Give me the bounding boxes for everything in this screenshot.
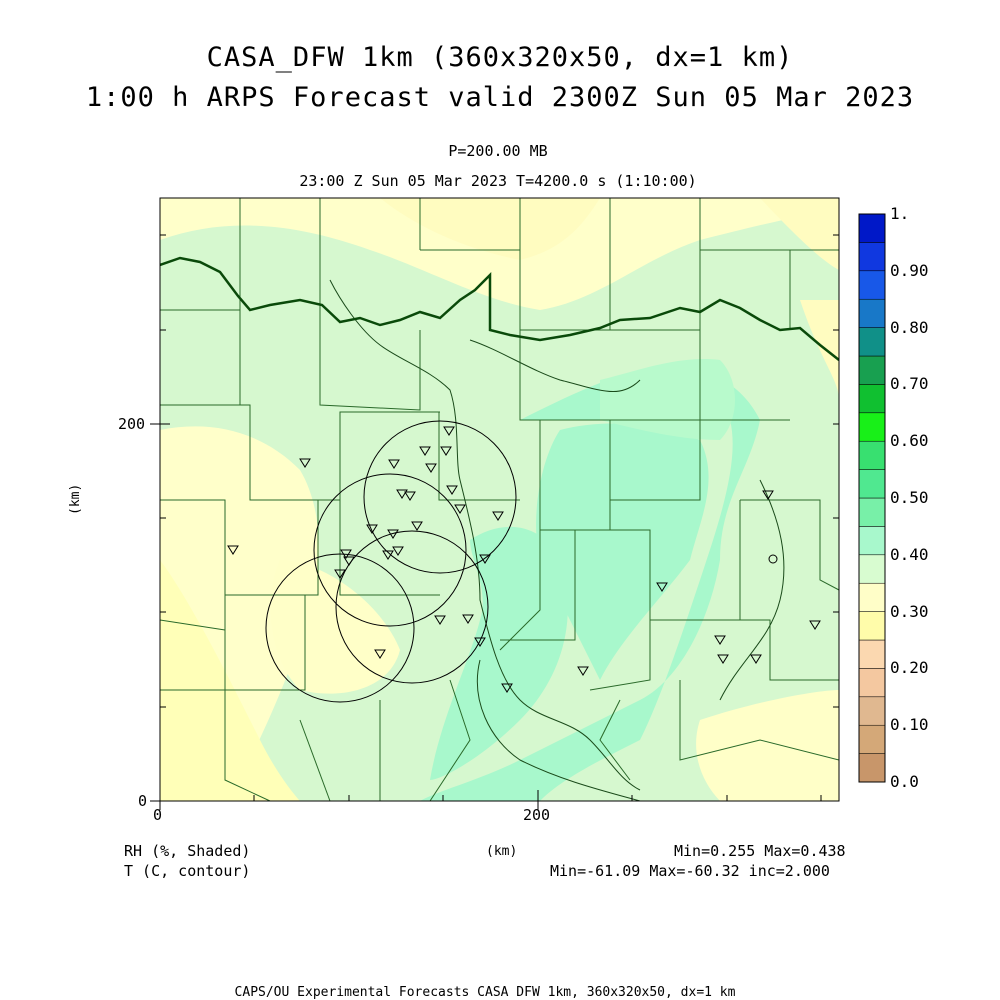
y-axis-unit: (km)	[68, 483, 83, 515]
y-tick-200: 200	[118, 415, 146, 433]
colorbar-frame	[858, 213, 886, 783]
contour-stats: Min=-61.09 Max=-60.32 inc=2.000	[550, 862, 830, 880]
colorbar-swatch	[858, 298, 886, 328]
colorbar-label: 1.	[890, 204, 910, 223]
colorbar-swatch	[858, 753, 886, 783]
x-axis-unit: (km)	[486, 844, 518, 859]
colorbar-swatch	[858, 213, 886, 243]
colorbar-label: 0.50	[890, 488, 929, 507]
level-label: P=200.00 MB	[448, 142, 548, 160]
y-tick-0: 0	[138, 792, 148, 810]
x-tick-200: 200	[523, 806, 551, 824]
shaded-stats: Min=0.255 Max=0.438	[674, 842, 846, 860]
colorbar-swatch	[858, 412, 886, 442]
title-line-1: CASA_DFW 1km (360x320x50, dx=1 km)	[206, 42, 794, 73]
colorbar-label: 0.30	[890, 601, 929, 621]
contour-field-label: T (C, contour)	[124, 862, 251, 880]
colorbar-label: 0.40	[890, 544, 929, 564]
map-frame	[150, 197, 840, 810]
colorbar-swatch	[858, 639, 886, 669]
colorbar-swatch	[858, 440, 886, 470]
rh-colorbar	[858, 213, 886, 783]
colorbar-swatch	[858, 497, 886, 527]
colorbar-label: 0.20	[890, 658, 929, 678]
radar-ring	[363, 420, 517, 574]
colorbar-swatch	[858, 355, 886, 385]
colorbar-swatch	[858, 242, 886, 272]
colorbar-swatch	[858, 526, 886, 556]
colorbar-label: 0.10	[890, 715, 929, 735]
colorbar-swatch	[858, 554, 886, 584]
radar-ring	[335, 530, 489, 684]
colorbar-label: 0.80	[890, 317, 929, 337]
colorbar-swatch	[858, 668, 886, 698]
x-tick-0: 0	[153, 806, 163, 824]
colorbar-label: 0.90	[890, 260, 929, 280]
radar-ring	[265, 553, 415, 703]
colorbar-swatch	[858, 270, 886, 300]
colorbar-swatch	[858, 582, 886, 612]
county-boundaries	[160, 198, 839, 801]
footer-credit: CAPS/OU Experimental Forecasts CASA DFW …	[234, 985, 736, 1000]
colorbar-swatch	[858, 696, 886, 726]
radar-ring	[313, 473, 467, 627]
colorbar-swatch	[858, 611, 886, 641]
colorbar-label: 0.0	[890, 772, 919, 791]
shaded-field-label: RH (%, Shaded)	[124, 842, 251, 860]
colorbar-swatch	[858, 724, 886, 754]
colorbar-label: 0.60	[890, 431, 929, 451]
time-label: 23:00 Z Sun 05 Mar 2023 T=4200.0 s (1:10…	[299, 172, 697, 190]
state-border	[160, 256, 839, 361]
radar-range-rings	[265, 420, 517, 703]
colorbar-swatch	[858, 327, 886, 357]
title-line-2: 1:00 h ARPS Forecast valid 2300Z Sun 05 …	[85, 82, 915, 113]
colorbar-label: 0.70	[890, 374, 929, 394]
colorbar-swatch	[858, 384, 886, 414]
station-markers	[227, 426, 821, 693]
colorbar-swatch	[858, 469, 886, 499]
rivers	[329, 279, 785, 801]
